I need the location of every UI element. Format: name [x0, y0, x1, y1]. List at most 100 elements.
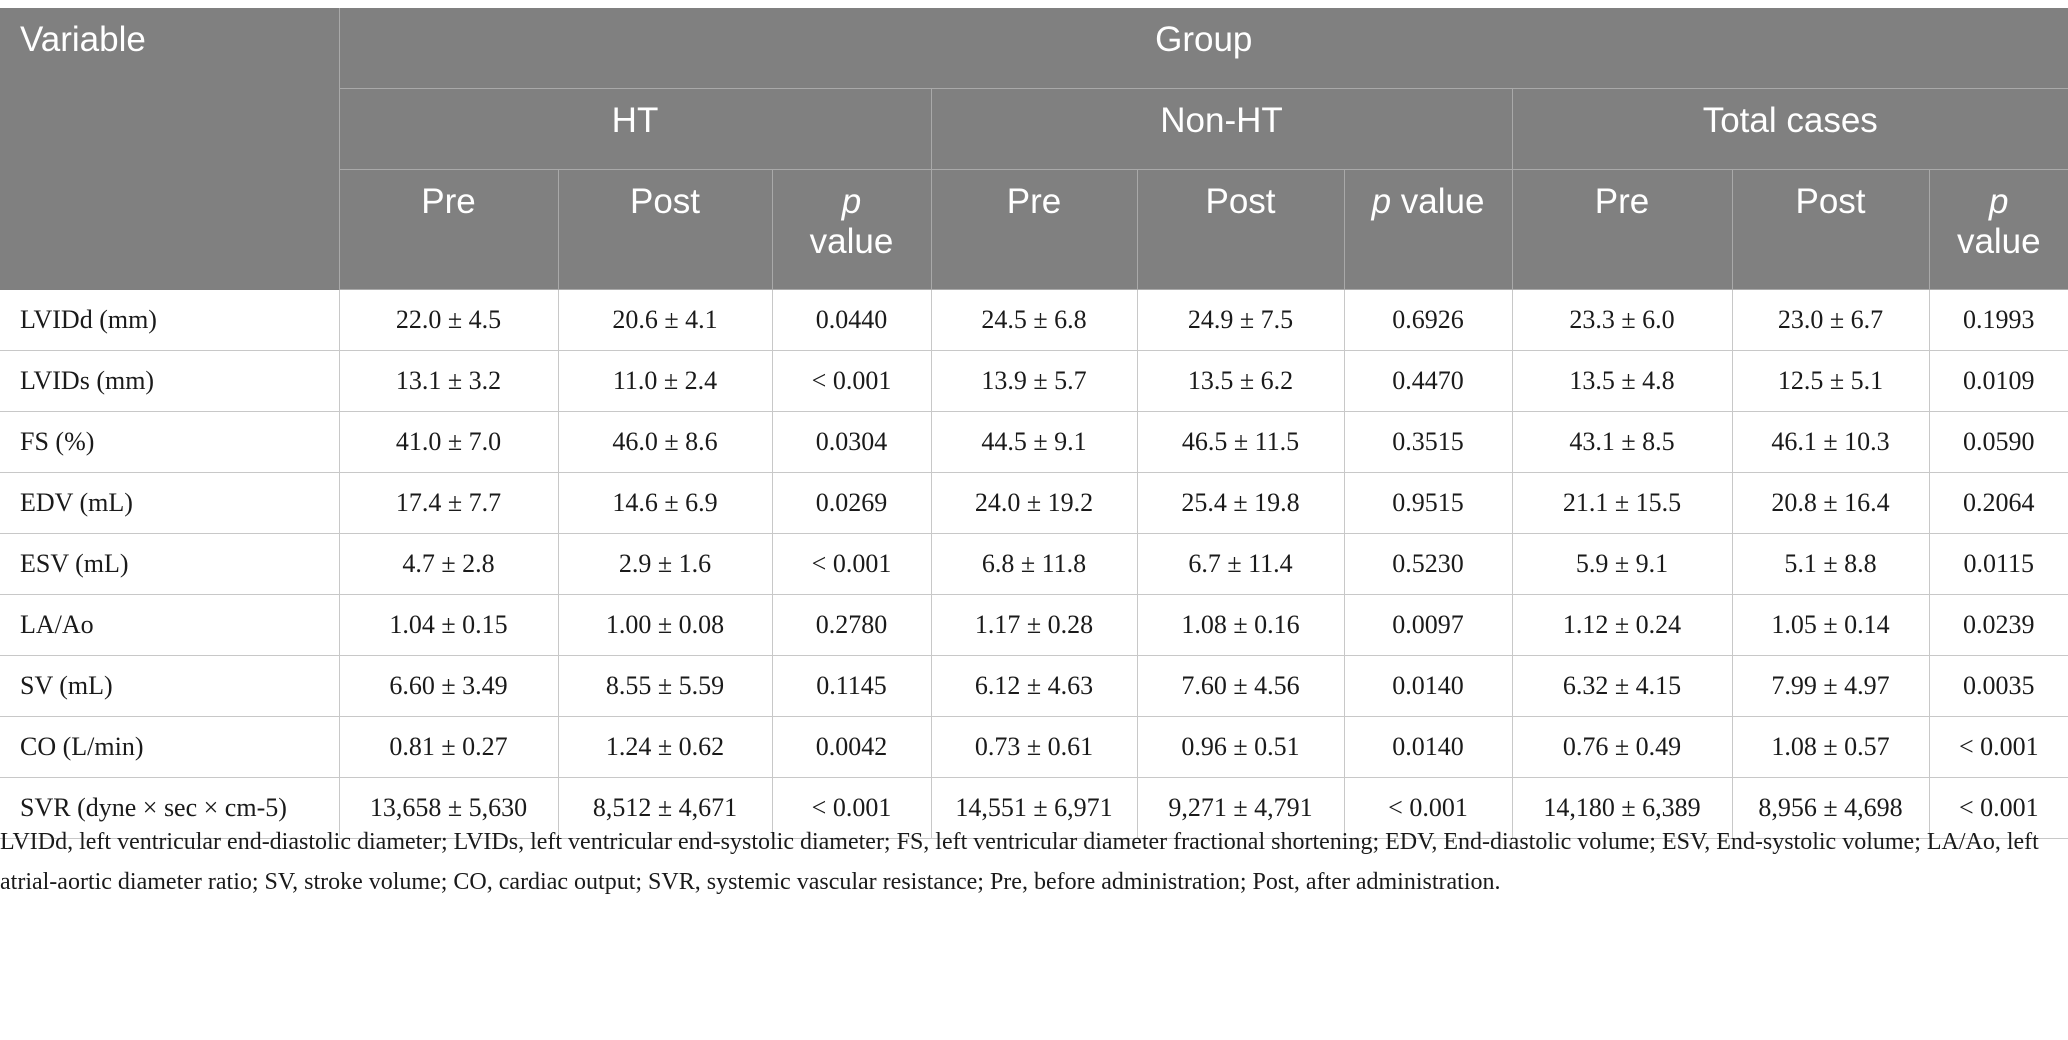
- table-row: LVIDd (mm) 22.0 ± 4.5 20.6 ± 4.1 0.0440 …: [0, 289, 2068, 351]
- row-variable: LA/Ao: [0, 594, 340, 656]
- cell-ht-pre: 41.0 ± 7.0: [339, 411, 559, 473]
- cell-total-pvalue: 0.1993: [1929, 289, 2068, 351]
- cell-ht-pre: 17.4 ± 7.7: [339, 472, 559, 534]
- cell-ht-pre: 13.1 ± 3.2: [339, 350, 559, 412]
- cell-total-pre: 1.12 ± 0.24: [1512, 594, 1733, 656]
- cell-ht-pre: 4.7 ± 2.8: [339, 533, 559, 595]
- cell-total-post: 1.05 ± 0.14: [1732, 594, 1930, 656]
- p-value-word: value: [1400, 182, 1485, 221]
- cell-nonht-post: 9,271 ± 4,791: [1137, 777, 1345, 839]
- cell-nonht-post: 46.5 ± 11.5: [1137, 411, 1345, 473]
- col-header-nonht-pvalue: p value: [1344, 169, 1513, 290]
- cell-nonht-pre: 14,551 ± 6,971: [931, 777, 1138, 839]
- cell-total-post: 5.1 ± 8.8: [1732, 533, 1930, 595]
- cell-total-post: 12.5 ± 5.1: [1732, 350, 1930, 412]
- results-table-container: Variable Group HT Non-HT Total cases Pre…: [0, 8, 2068, 839]
- cell-ht-post: 20.6 ± 4.1: [558, 289, 773, 351]
- cell-total-pvalue: < 0.001: [1929, 777, 2068, 839]
- p-italic: p: [1989, 182, 2009, 221]
- table-row: LVIDs (mm) 13.1 ± 3.2 11.0 ± 2.4 < 0.001…: [0, 350, 2068, 412]
- cell-ht-pvalue: < 0.001: [772, 533, 932, 595]
- p-italic: p: [841, 182, 862, 221]
- subgroup-header-ht: HT: [339, 88, 932, 170]
- p-value-word: value: [1956, 222, 2041, 261]
- variable-column-header: Variable: [0, 8, 340, 290]
- cell-ht-pvalue: < 0.001: [772, 350, 932, 412]
- cell-nonht-post: 7.60 ± 4.56: [1137, 655, 1345, 717]
- table-header: Variable Group HT Non-HT Total cases Pre…: [0, 8, 2068, 290]
- cell-nonht-pre: 6.8 ± 11.8: [931, 533, 1138, 595]
- row-variable: ESV (mL): [0, 533, 340, 595]
- cell-total-pvalue: 0.0239: [1929, 594, 2068, 656]
- cell-nonht-pre: 24.0 ± 19.2: [931, 472, 1138, 534]
- cell-ht-pvalue: 0.2780: [772, 594, 932, 656]
- cell-total-pvalue: 0.0109: [1929, 350, 2068, 412]
- cell-ht-pvalue: 0.0042: [772, 716, 932, 778]
- cell-nonht-pre: 44.5 ± 9.1: [931, 411, 1138, 473]
- cell-ht-pre: 22.0 ± 4.5: [339, 289, 559, 351]
- row-variable: EDV (mL): [0, 472, 340, 534]
- col-header-nonht-post: Post: [1137, 169, 1345, 290]
- col-header-total-pvalue: p value: [1929, 169, 2068, 290]
- cell-ht-post: 46.0 ± 8.6: [558, 411, 773, 473]
- cell-total-pre: 0.76 ± 0.49: [1512, 716, 1733, 778]
- cell-nonht-pvalue: 0.5230: [1344, 533, 1513, 595]
- cell-nonht-pre: 13.9 ± 5.7: [931, 350, 1138, 412]
- cell-total-pvalue: 0.0035: [1929, 655, 2068, 717]
- table-row: SVR (dyne × sec × cm-5) 13,658 ± 5,630 8…: [0, 777, 2068, 839]
- cell-total-pre: 21.1 ± 15.5: [1512, 472, 1733, 534]
- cell-total-post: 1.08 ± 0.57: [1732, 716, 1930, 778]
- col-header-ht-pre: Pre: [339, 169, 559, 290]
- row-variable: LVIDs (mm): [0, 350, 340, 412]
- table-row: CO (L/min) 0.81 ± 0.27 1.24 ± 0.62 0.004…: [0, 716, 2068, 778]
- cell-nonht-post: 13.5 ± 6.2: [1137, 350, 1345, 412]
- cell-nonht-post: 1.08 ± 0.16: [1137, 594, 1345, 656]
- col-header-ht-pvalue: p value: [772, 169, 932, 290]
- cell-ht-pvalue: < 0.001: [772, 777, 932, 839]
- row-variable: FS (%): [0, 411, 340, 473]
- row-variable: CO (L/min): [0, 716, 340, 778]
- table-row: SV (mL) 6.60 ± 3.49 8.55 ± 5.59 0.1145 6…: [0, 655, 2068, 717]
- cell-nonht-pre: 1.17 ± 0.28: [931, 594, 1138, 656]
- table-body: LVIDd (mm) 22.0 ± 4.5 20.6 ± 4.1 0.0440 …: [0, 289, 2068, 839]
- cell-total-post: 20.8 ± 16.4: [1732, 472, 1930, 534]
- cell-ht-post: 14.6 ± 6.9: [558, 472, 773, 534]
- cell-nonht-post: 24.9 ± 7.5: [1137, 289, 1345, 351]
- subgroup-header-non-ht: Non-HT: [931, 88, 1513, 170]
- cell-nonht-pvalue: 0.6926: [1344, 289, 1513, 351]
- cell-total-pvalue: < 0.001: [1929, 716, 2068, 778]
- row-variable: SV (mL): [0, 655, 340, 717]
- cell-nonht-pvalue: < 0.001: [1344, 777, 1513, 839]
- table-row: ESV (mL) 4.7 ± 2.8 2.9 ± 1.6 < 0.001 6.8…: [0, 533, 2068, 595]
- cell-total-pre: 14,180 ± 6,389: [1512, 777, 1733, 839]
- cell-ht-post: 2.9 ± 1.6: [558, 533, 773, 595]
- cell-ht-pvalue: 0.0269: [772, 472, 932, 534]
- table-row: FS (%) 41.0 ± 7.0 46.0 ± 8.6 0.0304 44.5…: [0, 411, 2068, 473]
- cell-ht-post: 8,512 ± 4,671: [558, 777, 773, 839]
- row-variable: LVIDd (mm): [0, 289, 340, 351]
- cell-ht-post: 8.55 ± 5.59: [558, 655, 773, 717]
- cell-total-pvalue: 0.0115: [1929, 533, 2068, 595]
- table-footnote: LVIDd, left ventricular end-diastolic di…: [0, 829, 2039, 895]
- cell-ht-post: 1.24 ± 0.62: [558, 716, 773, 778]
- header-row-group: Variable Group: [0, 8, 2068, 290]
- cell-total-pvalue: 0.0590: [1929, 411, 2068, 473]
- col-header-total-post: Post: [1732, 169, 1930, 290]
- cell-total-pvalue: 0.2064: [1929, 472, 2068, 534]
- cell-ht-post: 1.00 ± 0.08: [558, 594, 773, 656]
- cell-nonht-pre: 6.12 ± 4.63: [931, 655, 1138, 717]
- cell-nonht-post: 6.7 ± 11.4: [1137, 533, 1345, 595]
- cell-total-pre: 6.32 ± 4.15: [1512, 655, 1733, 717]
- row-variable: SVR (dyne × sec × cm-5): [0, 777, 340, 839]
- cell-ht-post: 11.0 ± 2.4: [558, 350, 773, 412]
- col-header-nonht-pre: Pre: [931, 169, 1138, 290]
- table-row: EDV (mL) 17.4 ± 7.7 14.6 ± 6.9 0.0269 24…: [0, 472, 2068, 534]
- table-row: LA/Ao 1.04 ± 0.15 1.00 ± 0.08 0.2780 1.1…: [0, 594, 2068, 656]
- cell-ht-pre: 1.04 ± 0.15: [339, 594, 559, 656]
- cell-total-post: 23.0 ± 6.7: [1732, 289, 1930, 351]
- cell-nonht-pvalue: 0.4470: [1344, 350, 1513, 412]
- cell-nonht-pvalue: 0.0140: [1344, 655, 1513, 717]
- cell-ht-pvalue: 0.0304: [772, 411, 932, 473]
- header-row-columns: Pre Post p value Pre Post p value Pre Pos…: [0, 169, 2068, 290]
- cell-nonht-pvalue: 0.9515: [1344, 472, 1513, 534]
